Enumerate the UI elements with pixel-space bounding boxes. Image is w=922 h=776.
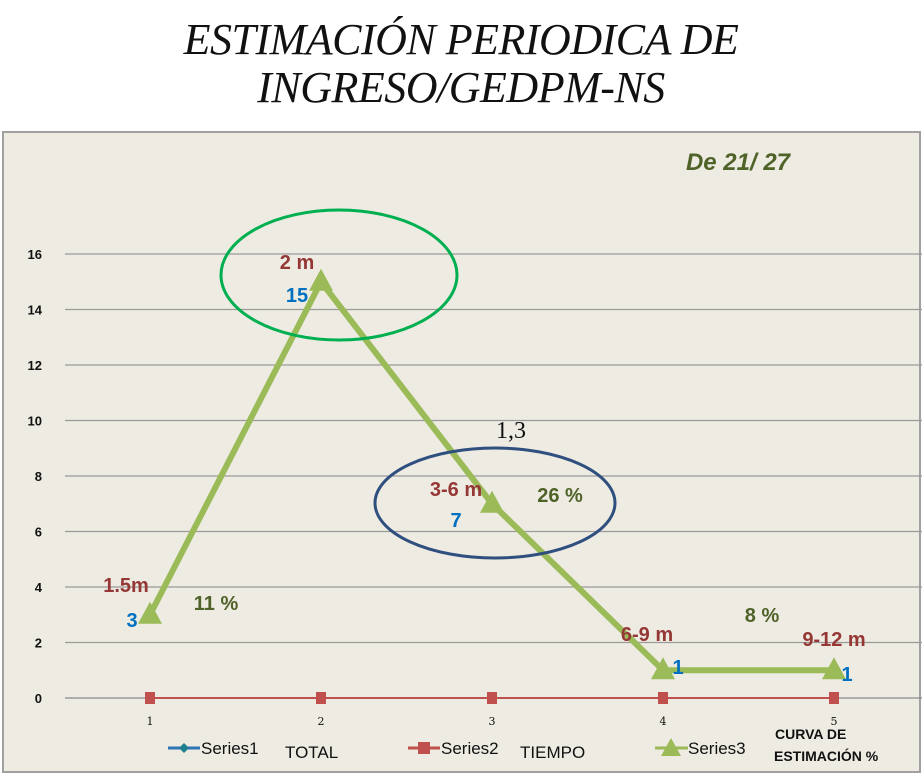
x-tick-label: 2 [318, 715, 325, 728]
legend-series1-label: Series1 [201, 739, 259, 758]
y-tick-label: 6 [35, 525, 42, 540]
legend-series3-extra: ESTIMACIÓN % [774, 747, 879, 764]
chart-title-line1: ESTIMACIÓN PERIODICA DE [183, 15, 739, 64]
legend-series2-extra: TIEMPO [520, 743, 585, 762]
y-tick-label: 8 [35, 469, 42, 484]
y-tick-label: 4 [35, 580, 43, 595]
value-label: 1 [841, 664, 852, 686]
x-tick-label: 5 [831, 715, 838, 728]
x-tick-label: 4 [660, 715, 667, 728]
green-highlight-ellipse [219, 208, 459, 342]
time-label: 6-9 m [621, 624, 673, 646]
y-tick-label: 10 [28, 414, 42, 429]
series3-marker [138, 601, 162, 624]
series2-marker [316, 692, 326, 704]
y-tick-label: 0 [35, 691, 42, 706]
series3-marker [822, 657, 846, 680]
legend-series3-extra: CURVA DE [775, 726, 846, 742]
series3-marker [480, 490, 504, 513]
x-tick-label: 1 [147, 715, 154, 728]
series3-marker [651, 657, 675, 680]
legend-series3-label: Series3 [688, 739, 746, 758]
series2-marker [658, 692, 668, 704]
x-tick-label: 3 [489, 715, 496, 728]
legend-series2-label: Series2 [441, 739, 499, 758]
time-label: 1.5m [103, 575, 149, 597]
blue-highlight-ellipse [373, 446, 617, 560]
y-tick-label: 12 [28, 358, 42, 373]
y-tick-label: 16 [28, 247, 42, 262]
percent-label: 8 % [745, 605, 780, 627]
series2-marker [829, 692, 839, 704]
percent-label: 11 % [194, 593, 239, 615]
time-label: 3-6 m [430, 479, 482, 501]
value-label: 3 [126, 610, 137, 632]
extra-label: 1,3 [496, 418, 526, 444]
legend-series1-marker [179, 743, 189, 753]
y-tick-label: 2 [35, 636, 42, 651]
value-label: 7 [450, 510, 461, 532]
legend-series1-extra: TOTAL [285, 743, 338, 762]
y-tick-label: 14 [28, 303, 43, 318]
plot-area [2, 131, 921, 773]
series3-marker [309, 268, 333, 291]
legend-series3-marker [661, 738, 681, 756]
chart-subtitle: De 21/ 27 [686, 149, 792, 176]
percent-label: 26 % [537, 485, 583, 507]
value-label: 1 [672, 657, 683, 679]
series2-marker [487, 692, 497, 704]
time-label: 9-12 m [802, 629, 865, 651]
chart-title-line2: INGRESO/GEDPM-NS [257, 63, 665, 112]
legend-series2-marker [418, 742, 430, 754]
time-label: 2 m [280, 252, 314, 274]
series2-marker [145, 692, 155, 704]
value-label: 15 [286, 285, 308, 307]
